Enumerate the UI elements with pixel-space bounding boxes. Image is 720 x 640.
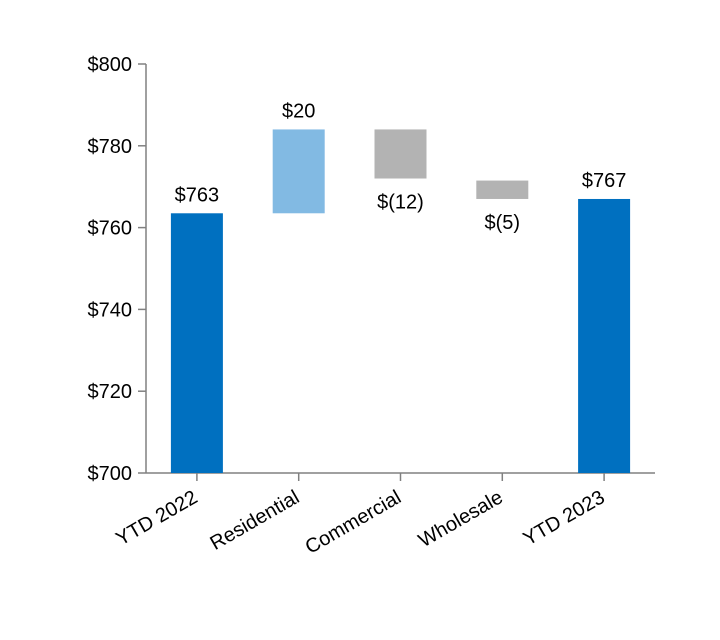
bar-decrease: [374, 129, 427, 179]
chart-data-labels: $763 $20 $(12) $(5) $767: [175, 100, 627, 234]
data-label: $(12): [377, 192, 424, 214]
y-tick-label: $760: [88, 218, 133, 240]
chart-bars: [170, 129, 631, 473]
y-tick-label: $800: [88, 54, 133, 76]
data-label: $(5): [485, 212, 521, 234]
bar-total: [170, 213, 223, 473]
data-label: $767: [582, 170, 627, 192]
x-tick-label: YTD 2023: [520, 486, 609, 550]
y-tick-label: $780: [88, 136, 133, 158]
x-tick-label: YTD 2022: [112, 486, 201, 550]
x-tick-label: Commercial: [302, 486, 405, 558]
x-tick-label: Residential: [207, 486, 304, 555]
y-tick-label: $700: [88, 463, 133, 485]
x-tick-label: Wholesale: [415, 486, 507, 552]
y-tick-label: $740: [88, 299, 133, 321]
data-label: $763: [175, 184, 220, 206]
y-tick-label: $720: [88, 381, 133, 403]
bar-decrease: [476, 180, 529, 199]
bar-increase: [272, 129, 325, 214]
bar-total: [578, 198, 631, 473]
data-label: $20: [282, 100, 315, 122]
